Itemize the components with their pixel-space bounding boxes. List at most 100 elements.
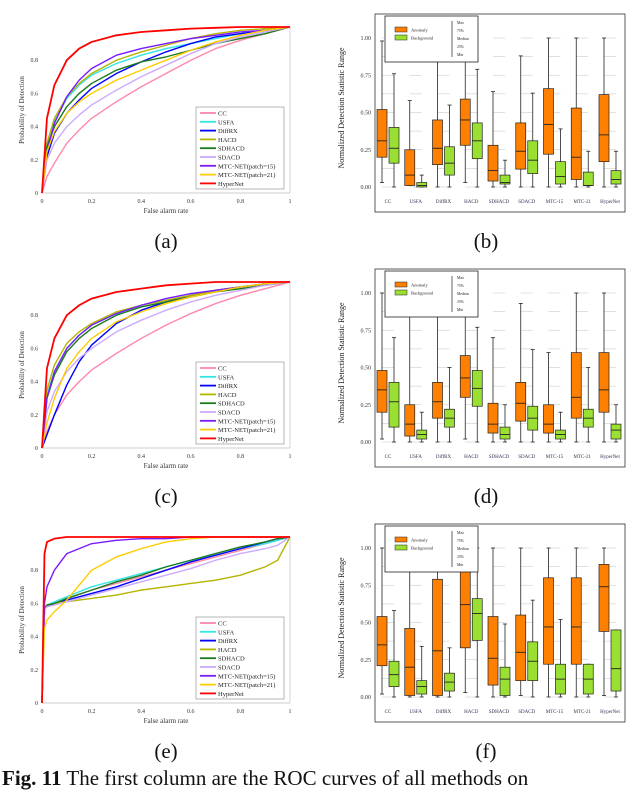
x-tick-label: 0.8 xyxy=(237,199,245,205)
caption-fig-number: Fig. 11 xyxy=(2,766,62,790)
chart-c: 0 0.2 0.4 0.6 0.8 1 0 0.2 0.4 0.6 0.8 False alarm r… xyxy=(18,281,292,470)
anomaly-box xyxy=(487,144,499,182)
caption-text: The first column are the ROC curves of a… xyxy=(61,766,529,790)
background-box xyxy=(499,174,511,185)
y-tick-label: 0.4 xyxy=(31,635,39,641)
legend-swatch-background xyxy=(394,289,408,296)
anomaly-box xyxy=(543,88,554,155)
legend-entry: USFA xyxy=(218,119,234,126)
background-box xyxy=(388,382,400,428)
x-axis-label: False alarm rate xyxy=(144,462,189,470)
legend-entry-anomaly: Anomaly xyxy=(411,28,428,33)
x-tick-label: CC xyxy=(385,455,392,460)
legend-whisker-label: 75% xyxy=(457,29,465,33)
legend-entry: CC xyxy=(218,111,227,118)
legend-whisker-label: 25% xyxy=(457,555,465,559)
legend-entry: HACD xyxy=(218,392,237,399)
legend-whisker-label: Min xyxy=(457,53,463,57)
x-tick-label: MTC-15 xyxy=(546,200,564,205)
x-tick-label: HACD xyxy=(464,455,479,460)
y-tick-label: 1.00 xyxy=(361,36,372,42)
anomaly-box xyxy=(515,122,527,170)
legend-entry: MTC-NET(patch=21) xyxy=(218,172,275,179)
y-tick-label: 0.4 xyxy=(31,125,39,131)
anomaly-box xyxy=(570,107,582,180)
anomaly-box xyxy=(376,109,388,158)
panel-label-c: (c) xyxy=(154,484,178,508)
anomaly-box xyxy=(487,402,499,434)
x-tick-label: 0.4 xyxy=(137,454,145,460)
y-tick-label: 0.75 xyxy=(361,73,372,79)
legend-entry: SDACD xyxy=(218,410,240,417)
legend-entry-background: Background xyxy=(411,546,434,551)
roc-curve-mtc-net-patch-21- xyxy=(41,26,291,194)
legend-entry: HyperNet xyxy=(218,691,244,698)
roc-curve-mtc-net-patch-15- xyxy=(41,26,291,194)
x-tick-label: SDHACD xyxy=(489,200,510,205)
anomaly-box xyxy=(459,98,471,146)
x-tick-label: MTC-21 xyxy=(574,200,592,205)
x-tick-label: HACD xyxy=(464,200,479,205)
y-axis-label: Normalized Detection Statistic Range xyxy=(337,302,346,424)
chart-b: 0.00 0.25 0.50 0.75 1.00 Normalized Detection… xyxy=(337,13,626,213)
roc-curve-sdhacd xyxy=(41,536,291,704)
x-tick-label: CC xyxy=(385,200,392,205)
x-tick-label: HyperNet xyxy=(600,200,620,205)
anomaly-box xyxy=(404,628,416,696)
background-box xyxy=(416,182,428,188)
legend-whisker-label: Max xyxy=(457,531,464,535)
x-tick-label: 1 xyxy=(289,454,292,460)
anomaly-box xyxy=(404,404,416,437)
x-tick-label: MTC-15 xyxy=(546,710,564,715)
x-tick-label: SDACD xyxy=(518,200,535,205)
panel-label-b: (b) xyxy=(473,229,499,253)
y-axis-label: Probability of Detection xyxy=(18,586,26,654)
x-tick-label: DiffRX xyxy=(436,455,452,460)
legend-entry: HyperNet xyxy=(218,436,244,443)
roc-curve-mtc-net-patch-21- xyxy=(41,281,291,449)
y-axis-label: Probability of Detection xyxy=(18,76,26,144)
chart-d: 0.00 0.25 0.50 0.75 1.00 Normalized Detection… xyxy=(337,268,626,468)
legend-swatch-background xyxy=(394,544,408,551)
x-tick-label: 0.4 xyxy=(137,709,145,715)
legend-entry-anomaly: Anomaly xyxy=(411,538,428,543)
y-tick-label: 0.8 xyxy=(31,58,39,64)
anomaly-box xyxy=(515,614,527,681)
x-tick-label: MTC-21 xyxy=(574,710,592,715)
anomaly-box xyxy=(459,355,471,398)
x-tick-label: HACD xyxy=(464,710,479,715)
x-tick-label: 0.8 xyxy=(237,454,245,460)
roc-curve-sdacd xyxy=(41,536,291,704)
roc-curve-hypernet xyxy=(41,26,290,194)
x-tick-label: 0.4 xyxy=(137,199,145,205)
y-tick-label: 0 xyxy=(35,701,38,707)
legend-entry-anomaly: Anomaly xyxy=(411,283,428,288)
legend-entry: SDHACD xyxy=(218,401,245,408)
legend-entry: MTC-NET(patch=15) xyxy=(218,673,275,680)
x-tick-label: HyperNet xyxy=(600,455,620,460)
legend-whisker-label: 25% xyxy=(457,300,465,304)
y-tick-label: 0.25 xyxy=(361,148,372,154)
background-box xyxy=(416,680,428,695)
figure-caption: Fig. 11 The first column are the ROC cur… xyxy=(2,766,528,791)
panel-label-f: (f) xyxy=(475,739,497,763)
legend-whisker-label: Median xyxy=(457,547,469,551)
panel-label-a: (a) xyxy=(154,229,178,253)
legend-swatch-anomaly xyxy=(394,281,408,288)
y-tick-label: 0.50 xyxy=(361,111,372,117)
legend-entry: SDACD xyxy=(218,155,240,162)
y-tick-label: 0.75 xyxy=(361,328,372,334)
anomaly-box xyxy=(598,94,610,163)
y-tick-label: 0.6 xyxy=(31,346,39,352)
x-tick-label: 0 xyxy=(41,199,44,205)
legend-entry: SDHACD xyxy=(218,656,245,663)
x-tick-label: 0.6 xyxy=(187,454,195,460)
legend-entry: HACD xyxy=(218,647,237,654)
x-tick-label: 0.2 xyxy=(88,709,96,715)
y-tick-label: 0.50 xyxy=(361,366,372,372)
y-tick-label: 0.2 xyxy=(31,413,39,419)
y-tick-label: 1.00 xyxy=(361,546,372,552)
background-box xyxy=(388,127,400,164)
legend-entry-background: Background xyxy=(411,291,434,296)
anomaly-box xyxy=(432,578,443,696)
